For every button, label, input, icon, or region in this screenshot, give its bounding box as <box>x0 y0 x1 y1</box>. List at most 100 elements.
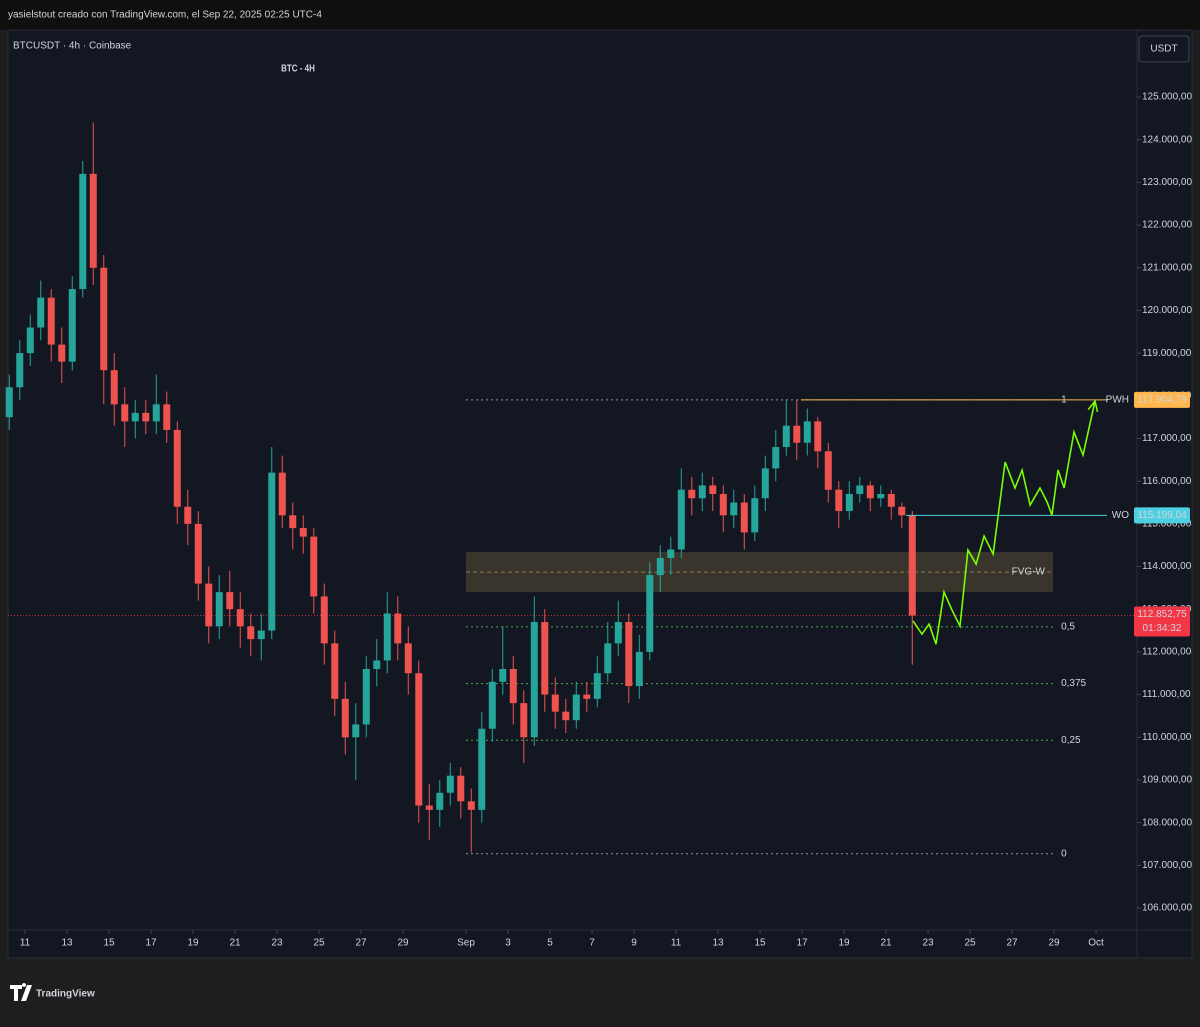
candle-body <box>331 643 339 699</box>
header-bar <box>0 0 1200 30</box>
y-tick-label: 116.000,00 <box>1142 476 1192 487</box>
candle-body <box>5 387 13 418</box>
x-tick-label: 25 <box>313 938 325 949</box>
candle-body <box>278 472 286 516</box>
candle-body <box>467 801 475 810</box>
x-tick-label: 17 <box>796 938 808 949</box>
candle-body <box>163 404 171 430</box>
chart-pane <box>7 29 1193 959</box>
x-tick-label: 21 <box>880 938 892 949</box>
x-tick-label: 19 <box>187 938 199 949</box>
logo-icon <box>10 983 32 1001</box>
candle-body <box>688 489 696 499</box>
candle-body <box>583 694 591 699</box>
candle-body <box>68 289 76 362</box>
candle-body <box>499 668 507 682</box>
candle-body <box>761 468 769 499</box>
x-tick-label: 23 <box>271 938 283 949</box>
x-tick-label: 29 <box>1048 938 1060 949</box>
candle-body <box>772 447 780 469</box>
fib-label: 0,5 <box>1061 621 1075 632</box>
candle-body <box>635 651 643 687</box>
fib-label: 0,25 <box>1061 735 1081 746</box>
candle-body <box>709 485 717 494</box>
currency-label: USDT <box>1150 44 1177 55</box>
candle-body <box>173 429 181 507</box>
currency-box[interactable] <box>1138 35 1190 63</box>
candle-body <box>520 703 528 738</box>
candle-body <box>100 267 108 371</box>
candle-body <box>877 493 885 499</box>
candle-body <box>856 485 864 494</box>
y-tick-label: 106.000,00 <box>1142 903 1192 914</box>
candle-body <box>656 558 664 576</box>
candle-body <box>908 515 916 616</box>
level-name: WO <box>1112 510 1129 521</box>
y-tick-label: 111.000,00 <box>1142 689 1191 700</box>
fib-label: 0 <box>1061 848 1067 859</box>
y-tick-label: 112.000,00 <box>1142 647 1192 658</box>
x-tick-label: 23 <box>922 938 934 949</box>
logo-text: TradingView <box>36 989 95 1000</box>
candle-body <box>26 327 34 354</box>
candle-body <box>646 575 654 652</box>
candle-body <box>845 493 853 512</box>
price-tag-label: 115.199,04 <box>1137 510 1187 521</box>
candle-body <box>677 489 685 550</box>
candle-body <box>562 711 570 721</box>
candle-body <box>79 173 87 290</box>
candle-body <box>131 412 139 422</box>
x-tick-label: 13 <box>712 938 724 949</box>
candle-body <box>457 775 465 802</box>
candle-body <box>478 728 486 810</box>
candle-body <box>509 668 517 704</box>
candle-body <box>268 472 276 631</box>
candle-body <box>310 536 318 597</box>
symbol-label: BTCUSDT · 4h · Coinbase <box>13 41 132 52</box>
y-tick-label: 114.000,00 <box>1142 561 1192 572</box>
x-tick-label: 9 <box>631 938 637 949</box>
candle-body <box>782 425 790 448</box>
candle-body <box>394 613 402 644</box>
candle-body <box>352 724 360 738</box>
candle-body <box>604 643 612 674</box>
x-tick-label: 25 <box>964 938 976 949</box>
candle-body <box>719 493 727 516</box>
candle-body <box>667 549 675 559</box>
x-tick-label: 3 <box>505 938 511 949</box>
candle-body <box>803 421 811 443</box>
candle-body <box>37 297 45 328</box>
candle-body <box>110 370 118 405</box>
candle-body <box>236 609 244 627</box>
y-tick-label: 115.000,00 <box>1142 518 1192 529</box>
x-tick-label: 17 <box>145 938 157 949</box>
price-tag <box>1134 391 1190 408</box>
y-tick-label: 107.000,00 <box>1142 860 1192 871</box>
candle-body <box>751 498 759 533</box>
candle-body <box>226 592 234 610</box>
y-tick-label: 119.000,00 <box>1142 348 1192 359</box>
countdown: 01:34:32 <box>1143 623 1182 634</box>
candle-body <box>58 344 66 362</box>
candle-body <box>551 694 559 712</box>
candle-body <box>614 622 622 644</box>
candle-body <box>373 660 381 669</box>
last-price-tag <box>1134 606 1190 637</box>
candle-body <box>121 404 129 422</box>
candle-body <box>824 451 832 490</box>
price-tag <box>1134 507 1190 524</box>
x-tick-label: 19 <box>838 938 850 949</box>
x-tick-label: 7 <box>589 938 595 949</box>
y-tick-label: 125.000,00 <box>1142 92 1192 103</box>
y-tick-label: 124.000,00 <box>1142 134 1192 145</box>
candle-body <box>866 485 874 499</box>
candle-body <box>625 622 633 687</box>
candle-body <box>89 173 97 268</box>
x-tick-label: 11 <box>20 938 31 949</box>
candle-body <box>740 502 748 533</box>
candle-body <box>446 775 454 793</box>
y-tick-label: 121.000,00 <box>1142 262 1192 273</box>
candle-body <box>184 506 192 524</box>
candle-body <box>698 485 706 499</box>
